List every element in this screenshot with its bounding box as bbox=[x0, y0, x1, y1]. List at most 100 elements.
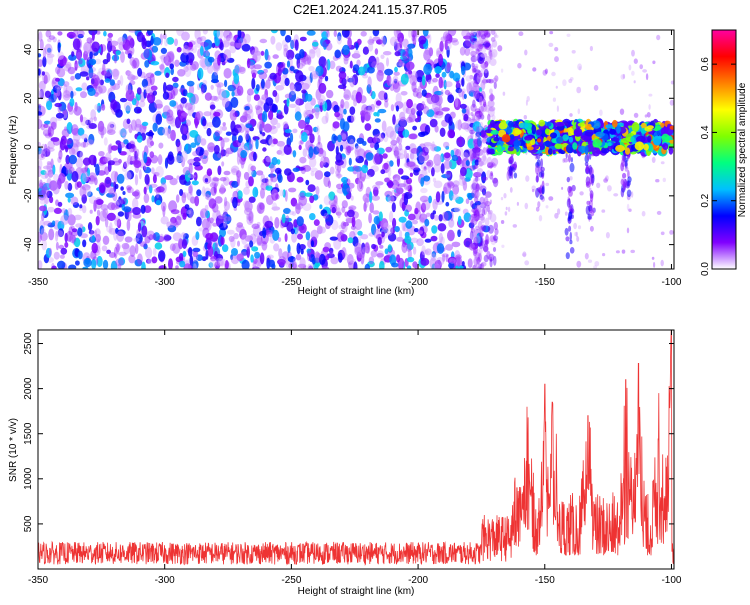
spectrogram-cell bbox=[309, 49, 316, 59]
spectrogram-cell bbox=[156, 186, 165, 193]
spectrogram-cell bbox=[565, 252, 570, 260]
spectrogram-cell bbox=[536, 138, 542, 143]
spectrogram-cell bbox=[630, 249, 635, 254]
spectrogram-cell bbox=[138, 169, 142, 180]
spectrogram-cell bbox=[305, 231, 311, 241]
spectrogram-cell bbox=[169, 100, 177, 107]
spectrogram-cell bbox=[430, 144, 438, 152]
spectrogram-cell bbox=[172, 86, 178, 96]
spectrogram-cell bbox=[540, 158, 543, 169]
spectrogram-cell bbox=[585, 165, 590, 174]
figure-title: C2E1.2024.241.15.37.R05 bbox=[293, 2, 447, 17]
spectrogram-cell bbox=[470, 200, 474, 208]
spectrogram-cell bbox=[87, 222, 93, 231]
snr-panel: -350 -300 -250 -200 -150 -100 500100015002000… bbox=[8, 329, 682, 597]
spectrogram-cell bbox=[483, 254, 489, 263]
spectrogram-cell bbox=[408, 30, 412, 38]
spectrogram-cell bbox=[432, 177, 437, 183]
spectrogram-cell bbox=[169, 243, 176, 251]
spectrogram-cell bbox=[532, 67, 537, 72]
spectrogram-cell bbox=[414, 263, 419, 269]
spectrogram-cell bbox=[562, 134, 569, 142]
spectrogram-cell bbox=[507, 147, 514, 152]
spectrogram-cell bbox=[482, 64, 486, 70]
spectrogram-cell bbox=[492, 247, 497, 252]
spectrogram-cell bbox=[116, 242, 120, 254]
spectrogram-cell bbox=[134, 123, 143, 132]
spectrogram-cell bbox=[477, 70, 483, 80]
spectrogram-cell bbox=[146, 230, 155, 240]
spectrogram-cell bbox=[124, 236, 133, 243]
spectrogram-cell bbox=[586, 200, 591, 205]
spectrogram-cell bbox=[473, 164, 478, 170]
spectrogram-cell bbox=[276, 150, 283, 155]
spectrogram-cell bbox=[213, 131, 220, 142]
spectrogram-cell bbox=[469, 75, 474, 80]
spectrogram-cell bbox=[390, 227, 396, 235]
spectrogram-cell bbox=[212, 242, 218, 253]
spectrogram-cell bbox=[434, 108, 444, 119]
spectrogram-cell bbox=[302, 92, 306, 101]
spectrogram-cell bbox=[222, 137, 230, 143]
spectrogram-cell bbox=[484, 104, 490, 113]
spectrogram-cell bbox=[473, 236, 479, 247]
spectrogram-cell bbox=[189, 58, 193, 66]
spectrogram-cell bbox=[100, 204, 109, 211]
spectrogram-cell bbox=[426, 94, 436, 105]
spectrogram-cell bbox=[455, 82, 461, 90]
spectrogram-cell bbox=[154, 187, 163, 193]
spectrogram-cell bbox=[102, 259, 109, 269]
spectrogram-cell bbox=[41, 186, 50, 198]
spectrogram-cell bbox=[213, 183, 217, 194]
spectrogram-cell bbox=[248, 211, 254, 224]
spectrogram-cell bbox=[300, 82, 310, 90]
spectrogram-cell bbox=[98, 151, 105, 157]
spectrogram-cell bbox=[380, 218, 389, 230]
spectrogram-cell bbox=[480, 68, 484, 75]
spectrogram-cell bbox=[478, 43, 484, 50]
spectrogram-cell bbox=[330, 202, 337, 209]
spectrogram-cell bbox=[488, 78, 494, 84]
spectrogram-cell bbox=[384, 100, 389, 108]
spectrogram-cell bbox=[255, 50, 262, 56]
spectrogram-cell bbox=[557, 208, 561, 215]
spectrogram-cell bbox=[367, 104, 373, 116]
spectrogram-cell bbox=[53, 207, 63, 214]
spectrogram-cell bbox=[301, 89, 307, 94]
spectrogram-cell bbox=[268, 110, 274, 120]
spectrogram-cell bbox=[350, 114, 356, 122]
spectrogram-cell bbox=[120, 186, 124, 191]
spectrogram-cell bbox=[299, 190, 307, 198]
spectrogram-cell bbox=[596, 182, 601, 189]
spectrogram-cell bbox=[204, 178, 209, 183]
spectrogram-cell bbox=[445, 145, 450, 150]
spectrogram-cell bbox=[91, 235, 96, 242]
spectrogram-cell bbox=[376, 147, 385, 155]
spectrogram-cell bbox=[294, 53, 302, 60]
spectrogram-cell bbox=[196, 135, 203, 144]
spectrogram-cell bbox=[476, 266, 482, 269]
spectrogram-cell bbox=[478, 232, 484, 238]
spectrogram-cell bbox=[393, 150, 400, 157]
spectrogram-cell bbox=[230, 97, 239, 108]
spectrogram-cell bbox=[375, 133, 385, 143]
spectrogram-cell bbox=[441, 107, 450, 112]
spectrogram-cell bbox=[275, 194, 280, 200]
spectrogram-cell bbox=[259, 38, 268, 44]
spectrogram-cell bbox=[239, 228, 247, 240]
spectrogram-cell bbox=[353, 98, 358, 107]
spectrogram-cell bbox=[403, 148, 407, 159]
spectrogram-cell bbox=[277, 258, 286, 266]
spectrogram-cell bbox=[479, 121, 484, 130]
spectrogram-cell bbox=[305, 179, 310, 186]
spectrogram-cell bbox=[317, 134, 321, 145]
spectrogram-cell bbox=[345, 145, 351, 156]
spectrogram-cell bbox=[459, 147, 464, 157]
spectrogram-cell bbox=[107, 123, 114, 134]
spectrogram-cell bbox=[185, 102, 193, 111]
spectrogram-cell bbox=[589, 225, 594, 232]
spectrogram-cell bbox=[570, 77, 574, 81]
spectrogram-cell bbox=[574, 130, 582, 137]
spectrogram-cell bbox=[135, 148, 140, 158]
spectrogram-cell bbox=[434, 66, 442, 74]
